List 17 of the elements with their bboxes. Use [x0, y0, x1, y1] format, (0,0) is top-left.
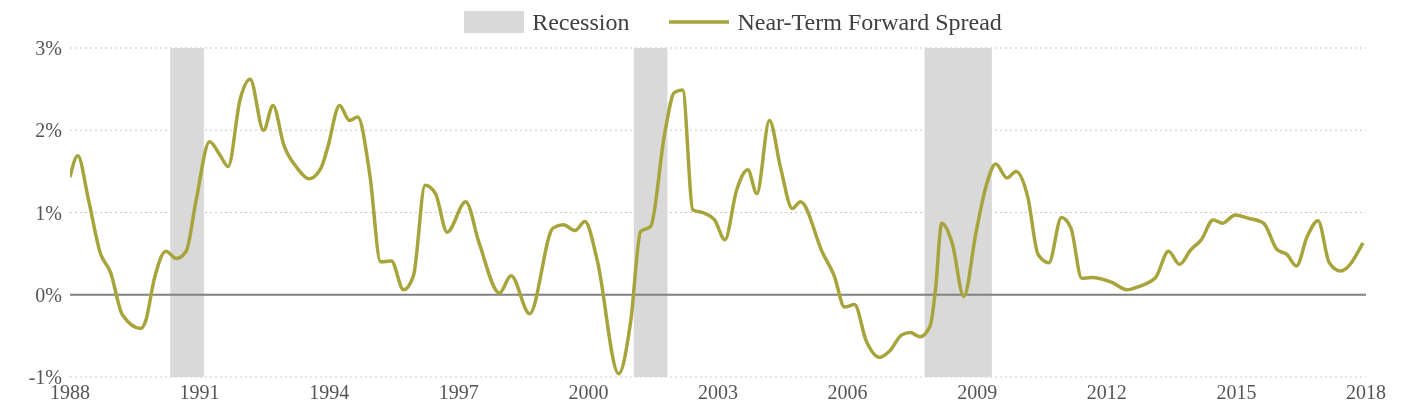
x-tick-label: 2018 [1346, 381, 1386, 404]
x-tick-label: 2012 [1086, 381, 1127, 404]
x-tick-label: 1994 [309, 381, 350, 404]
y-tick-label: 3% [35, 37, 62, 60]
y-tick-label: 2% [35, 119, 62, 142]
y-tick-label: 0% [35, 283, 62, 306]
x-tick-label: 2000 [568, 381, 609, 404]
x-tick-label: 2015 [1216, 381, 1257, 404]
legend-label: Near-Term Forward Spread [737, 8, 1002, 36]
x-tick-label: 2006 [827, 381, 868, 404]
line-series [70, 77, 1365, 376]
x-tick-label: 2003 [698, 381, 738, 404]
x-tick-label: 1997 [438, 381, 479, 404]
y-tick-label: 1% [35, 201, 62, 224]
legend-label: Recession [532, 8, 630, 36]
x-tick-label: 1991 [179, 381, 220, 404]
x-tick-label: 2009 [957, 381, 998, 404]
